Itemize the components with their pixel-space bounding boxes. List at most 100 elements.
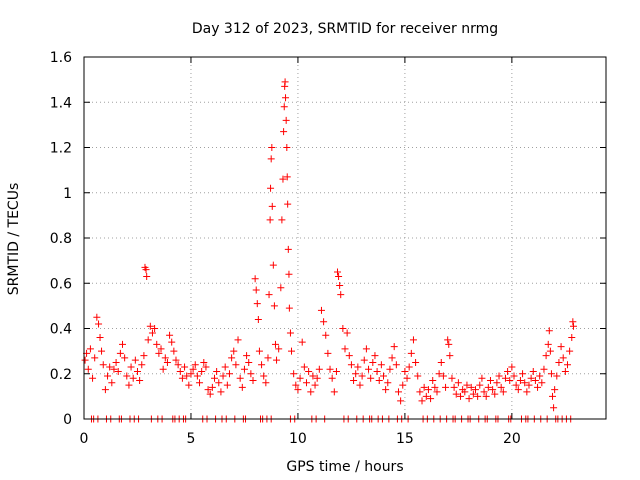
data-point	[307, 388, 315, 396]
data-point	[254, 315, 262, 323]
data-point	[108, 379, 116, 387]
y-tick-label: 0.8	[50, 231, 72, 247]
data-point	[525, 381, 533, 389]
data-point	[206, 390, 214, 398]
data-point	[280, 128, 288, 136]
data-point	[484, 383, 492, 391]
data-points	[81, 78, 577, 423]
data-point	[454, 379, 462, 387]
data-point	[534, 383, 542, 391]
data-point	[536, 372, 544, 380]
data-point	[267, 155, 275, 163]
data-point	[375, 377, 383, 385]
data-point	[442, 383, 450, 391]
data-point	[320, 318, 328, 326]
data-point	[416, 388, 424, 396]
x-tick-label: 20	[503, 431, 521, 447]
data-point	[538, 379, 546, 387]
data-point	[422, 392, 430, 400]
data-point	[215, 379, 223, 387]
data-point	[463, 381, 471, 389]
data-point	[569, 322, 577, 330]
data-point	[283, 173, 291, 181]
data-point	[163, 358, 171, 366]
data-point	[367, 374, 375, 382]
data-point	[529, 367, 537, 375]
data-point	[269, 261, 277, 269]
data-point	[208, 383, 216, 391]
data-point	[251, 275, 259, 283]
data-point	[278, 216, 286, 224]
data-point	[86, 345, 94, 353]
data-point	[286, 329, 294, 337]
y-tick-label: 1	[63, 186, 72, 202]
data-point	[544, 340, 552, 348]
data-point	[435, 370, 443, 378]
data-point	[369, 358, 377, 366]
data-point	[133, 367, 141, 375]
data-point	[390, 343, 398, 351]
data-point	[112, 358, 120, 366]
data-point	[313, 374, 321, 382]
data-point	[467, 383, 475, 391]
data-point	[461, 388, 469, 396]
data-point	[341, 345, 349, 353]
data-point	[531, 377, 539, 385]
data-point	[486, 377, 494, 385]
data-point	[559, 354, 567, 362]
data-point	[424, 386, 432, 394]
data-point	[362, 345, 370, 353]
data-point	[221, 363, 229, 371]
data-point	[193, 372, 201, 380]
data-point	[315, 365, 323, 373]
data-point	[450, 383, 458, 391]
data-point	[155, 349, 163, 357]
y-tick-label: 0.6	[50, 276, 72, 292]
data-point	[305, 367, 313, 375]
data-point	[491, 390, 499, 398]
data-point	[439, 372, 447, 380]
data-point	[292, 381, 300, 389]
data-point	[211, 374, 218, 382]
data-point	[142, 266, 150, 274]
data-point	[365, 365, 373, 373]
data-point	[144, 336, 152, 344]
data-point	[157, 345, 165, 353]
data-point	[465, 395, 473, 403]
axis-ticks: 0 0.2 0.4 0.6 0.8 1 1.2 1.4 1.6 0 5 10 15 20	[50, 50, 606, 447]
data-point	[136, 377, 144, 385]
data-point	[542, 352, 550, 360]
data-point	[519, 370, 527, 378]
data-point	[497, 383, 505, 391]
data-point	[114, 367, 122, 375]
data-point	[125, 381, 133, 389]
data-point	[330, 388, 338, 396]
data-point	[121, 354, 129, 362]
data-point	[551, 386, 559, 394]
data-point	[472, 386, 479, 394]
data-point	[204, 386, 212, 394]
data-point	[546, 347, 554, 355]
data-point	[172, 356, 180, 364]
data-point	[176, 367, 184, 375]
data-point	[270, 302, 278, 310]
data-point	[298, 338, 306, 346]
data-point	[96, 334, 104, 342]
x-tick-label: 15	[396, 431, 414, 447]
y-tick-label: 0	[63, 412, 72, 428]
data-point	[478, 374, 486, 382]
data-point	[334, 268, 342, 276]
data-point	[282, 94, 290, 102]
data-point	[247, 370, 255, 378]
grid-lines	[84, 57, 606, 419]
data-point	[284, 245, 292, 253]
data-point	[499, 388, 507, 396]
data-point	[217, 388, 225, 396]
data-point	[98, 347, 106, 355]
data-point	[540, 365, 548, 373]
data-point	[213, 367, 221, 375]
data-point	[476, 381, 484, 389]
data-point	[91, 354, 99, 362]
data-point	[238, 383, 246, 391]
